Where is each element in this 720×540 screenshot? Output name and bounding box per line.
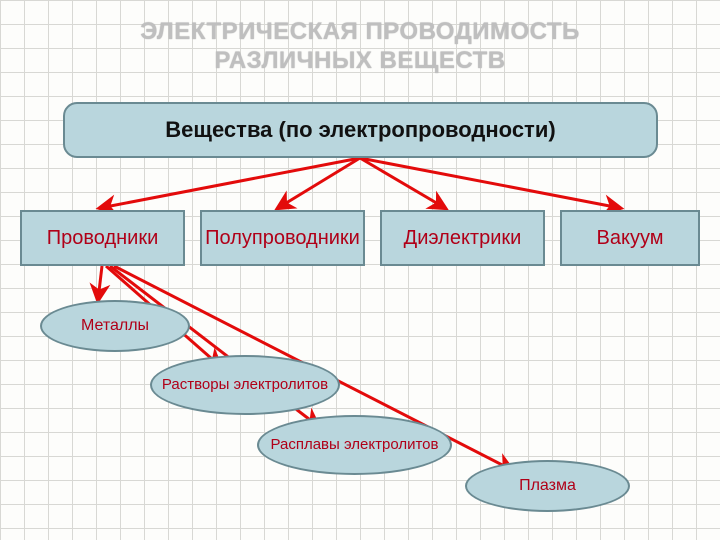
- diagram-title: ЭЛЕКТРИЧЕСКАЯ ПРОВОДИМОСТЬ РАЗЛИЧНЫХ ВЕЩ…: [0, 18, 720, 76]
- node-semi: Полупроводники: [200, 210, 365, 266]
- node-diel: Диэлектрики: [380, 210, 545, 266]
- node-cond: Проводники: [20, 210, 185, 266]
- node-root: Вещества (по электропроводности): [63, 102, 658, 158]
- title-line1: ЭЛЕКТРИЧЕСКАЯ ПРОВОДИМОСТЬ: [140, 18, 580, 45]
- node-sol: Растворы электролитов: [150, 355, 340, 415]
- node-melt: Расплавы электролитов: [257, 415, 452, 475]
- title-line2: РАЗЛИЧНЫХ ВЕЩЕСТВ: [214, 47, 505, 74]
- node-plas: Плазма: [465, 460, 630, 512]
- node-vac: Вакуум: [560, 210, 700, 266]
- node-met: Металлы: [40, 300, 190, 352]
